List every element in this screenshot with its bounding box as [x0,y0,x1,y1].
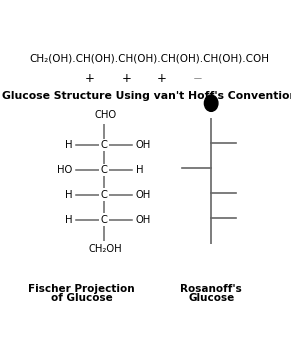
Text: −: − [193,72,203,85]
Text: HO: HO [57,165,72,175]
Text: C: C [101,140,107,150]
Text: C: C [101,165,107,175]
Text: OH: OH [136,190,151,200]
Text: H: H [65,140,72,150]
Text: Glucose Structure Using van't Hoff's Convention: Glucose Structure Using van't Hoff's Con… [1,92,291,101]
Text: CH₂OH: CH₂OH [88,244,122,254]
Text: H: H [65,214,72,225]
Text: H: H [65,190,72,200]
Text: OH: OH [136,140,151,150]
Text: +: + [157,72,166,85]
Text: +: + [122,72,132,85]
Text: C: C [101,214,107,225]
Text: Fischer Projection: Fischer Projection [28,284,135,294]
Text: +: + [84,72,94,85]
Text: of Glucose: of Glucose [51,293,112,303]
Text: CHO: CHO [94,110,116,120]
Text: H: H [136,165,143,175]
Text: Rosanoff's: Rosanoff's [180,284,242,294]
Text: OH: OH [136,214,151,225]
Circle shape [204,95,218,111]
Text: Glucose: Glucose [188,293,234,303]
Text: C: C [101,190,107,200]
Text: CH₂(OH).CH(OH).CH(OH).CH(OH).CH(OH).COH: CH₂(OH).CH(OH).CH(OH).CH(OH).CH(OH).COH [29,54,269,63]
